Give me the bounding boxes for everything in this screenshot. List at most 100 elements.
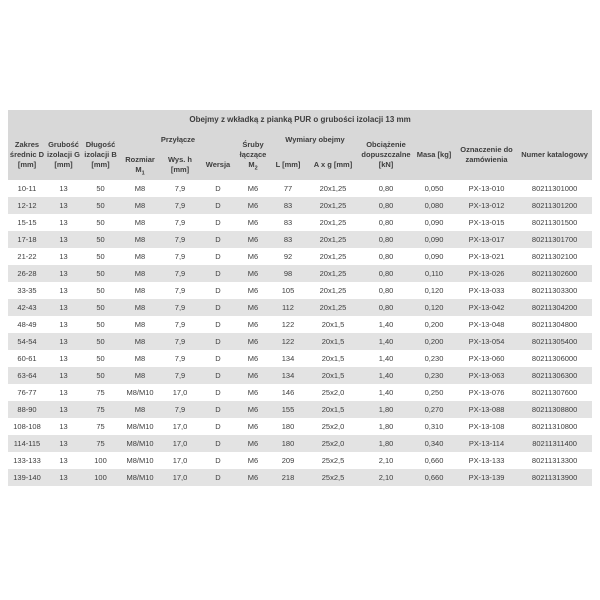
table-cell: D (200, 333, 236, 350)
table-cell: D (200, 231, 236, 248)
table-cell: PX-13-017 (456, 231, 517, 248)
col-header-numer: Numer katalogowy (517, 130, 593, 180)
table-cell: 80211301200 (517, 197, 593, 214)
table-cell: D (200, 265, 236, 282)
table-cell: 13 (46, 282, 81, 299)
table-cell: 7,9 (160, 214, 200, 231)
table-cell: 25x2,0 (306, 435, 360, 452)
table-cell: 0,80 (360, 231, 412, 248)
table-cell: 13 (46, 418, 81, 435)
table-cell: M6 (236, 299, 270, 316)
table-cell: M6 (236, 469, 270, 486)
table-cell: 105 (270, 282, 306, 299)
table-cell: 13 (46, 265, 81, 282)
table-cell: 20x1,25 (306, 248, 360, 265)
table-cell: 0,230 (412, 367, 456, 384)
table-cell: 75 (81, 401, 120, 418)
table-cell: 75 (81, 384, 120, 401)
table-cell: PX-13-042 (456, 299, 517, 316)
table-cell: 25x2,0 (306, 384, 360, 401)
table-cell: 26-28 (8, 265, 46, 282)
table-cell: PX-13-076 (456, 384, 517, 401)
col-header-obciazenie: Obciążenie dopuszczalne [kN] (360, 130, 412, 180)
table-cell: D (200, 452, 236, 469)
table-cell: M8/M10 (120, 384, 160, 401)
table-cell: D (200, 299, 236, 316)
table-cell: 7,9 (160, 299, 200, 316)
header-row-groups: Zakres średnic D [mm] Grubość izolacji G… (8, 130, 593, 180)
table-cell: M6 (236, 350, 270, 367)
table-cell: 80211302600 (517, 265, 593, 282)
table-cell: 13 (46, 333, 81, 350)
table-cell: PX-13-012 (456, 197, 517, 214)
table-cell: M6 (236, 401, 270, 418)
table-cell: M6 (236, 452, 270, 469)
table-cell: 83 (270, 231, 306, 248)
table-cell: 80211305400 (517, 333, 593, 350)
table-cell: 0,090 (412, 248, 456, 265)
table-cell: 83 (270, 197, 306, 214)
table-cell: 0,80 (360, 180, 412, 197)
table-cell: M6 (236, 197, 270, 214)
group-header-przylacze: Przyłącze (120, 130, 236, 150)
table-title: Obejmy z wkładką z pianką PUR o grubości… (8, 110, 593, 130)
table-header: Obejmy z wkładką z pianką PUR o grubości… (8, 110, 593, 180)
table-cell: 1,40 (360, 367, 412, 384)
table-cell: M6 (236, 333, 270, 350)
table-cell: PX-13-063 (456, 367, 517, 384)
table-cell: M6 (236, 265, 270, 282)
table-cell: 155 (270, 401, 306, 418)
table-cell: M8 (120, 214, 160, 231)
table-cell: 48-49 (8, 316, 46, 333)
table-cell: 7,9 (160, 333, 200, 350)
table-cell: 13 (46, 435, 81, 452)
table-cell: PX-13-054 (456, 333, 517, 350)
table-row: 42-43 13 50 M8 7,9 D M6 112 20x1,25 0,80 0,120 PX-1… (8, 299, 593, 316)
table-cell: 75 (81, 435, 120, 452)
table-cell: D (200, 248, 236, 265)
table-cell: 63-64 (8, 367, 46, 384)
table-cell: PX-13-010 (456, 180, 517, 197)
table-row: 76-77 13 75 M8/M10 17,0 D M6 146 25x2,0 1,40 0,250… (8, 384, 593, 401)
table-title-row: Obejmy z wkładką z pianką PUR o grubości… (8, 110, 593, 130)
table-row: 108-108 13 75 M8/M10 17,0 D M6 180 25x2,0 1,80 0,3… (8, 418, 593, 435)
table-cell: 33-35 (8, 282, 46, 299)
table-cell: M8/M10 (120, 435, 160, 452)
table-cell: M6 (236, 367, 270, 384)
table-cell: 13 (46, 248, 81, 265)
col-header-zakres: Zakres średnic D [mm] (8, 130, 46, 180)
table-cell: D (200, 384, 236, 401)
table-cell: 54-54 (8, 333, 46, 350)
table-cell: 80211311400 (517, 435, 593, 452)
table-cell: 80211308800 (517, 401, 593, 418)
table-cell: 20x1,25 (306, 197, 360, 214)
table-cell: 10-11 (8, 180, 46, 197)
table-cell: 7,9 (160, 197, 200, 214)
table-row: 21-22 13 50 M8 7,9 D M6 92 20x1,25 0,80 0,090 PX-13… (8, 248, 593, 265)
table-cell: 50 (81, 231, 120, 248)
table-cell: 0,200 (412, 316, 456, 333)
table-cell: 50 (81, 282, 120, 299)
table-cell: 134 (270, 367, 306, 384)
table-cell: 1,40 (360, 350, 412, 367)
table-cell: 0,340 (412, 435, 456, 452)
table-cell: 50 (81, 367, 120, 384)
table-cell: 50 (81, 180, 120, 197)
col-header-masa: Masa [kg] (412, 130, 456, 180)
table-cell: 17,0 (160, 418, 200, 435)
table-cell: 25x2,5 (306, 469, 360, 486)
table-cell: M8 (120, 197, 160, 214)
table-cell: 50 (81, 350, 120, 367)
table-cell: 134 (270, 350, 306, 367)
table-cell: 17,0 (160, 384, 200, 401)
table-cell: M8 (120, 282, 160, 299)
table-cell: 80211313900 (517, 469, 593, 486)
table-cell: 15-15 (8, 214, 46, 231)
table-cell: 13 (46, 231, 81, 248)
table-cell: PX-13-026 (456, 265, 517, 282)
table-cell: 80211301700 (517, 231, 593, 248)
table-row: 88-90 13 75 M8 7,9 D M6 155 20x1,5 1,80 0,270 PX-13… (8, 401, 593, 418)
table-cell: 80211306000 (517, 350, 593, 367)
table-row: 17-18 13 50 M8 7,9 D M6 83 20x1,25 0,80 0,090 PX-13… (8, 231, 593, 248)
